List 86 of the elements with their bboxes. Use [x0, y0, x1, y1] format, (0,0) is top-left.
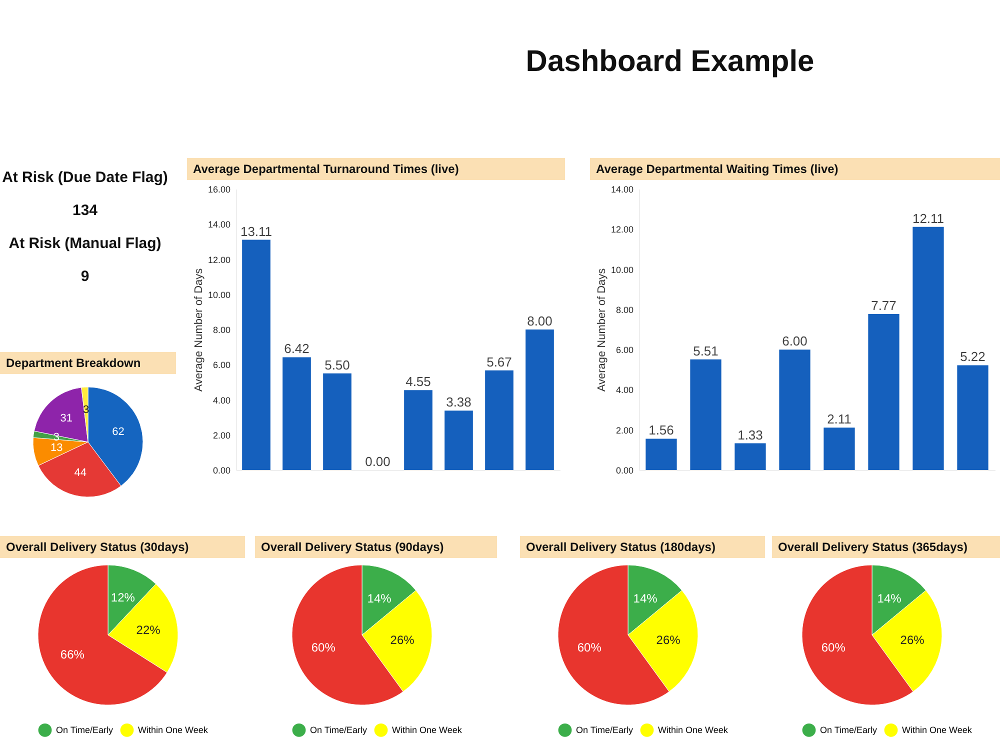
legend-label: On Time/Early — [310, 725, 368, 736]
y-tick-label: 8.00 — [616, 304, 634, 315]
legend-label: Within One Week — [392, 725, 462, 736]
data-label: 0.00 — [365, 454, 390, 469]
data-label: 12% — [110, 590, 136, 604]
bar — [734, 443, 766, 470]
y-tick-label: 16.00 — [208, 184, 230, 194]
y-tick-label: 10.00 — [208, 290, 230, 300]
y-tick-label: 4.00 — [212, 395, 230, 406]
data-label: 5.67 — [486, 354, 512, 370]
legend-label: On Time/Early — [576, 725, 634, 736]
data-label: 3.38 — [446, 394, 472, 410]
data-label: 60% — [820, 640, 846, 655]
chart-title: Average Departmental Turnaround Times (live) — [187, 158, 565, 180]
data-label: 1.33 — [738, 427, 763, 442]
legend-label: On Time/Early — [820, 725, 878, 736]
bar — [485, 370, 514, 470]
data-label: 26% — [656, 633, 681, 648]
legend-label: Within One Week — [902, 725, 972, 736]
text: At Risk (Due Date Flag) — [1, 168, 169, 187]
data-label: 5.22 — [960, 349, 986, 364]
bar — [779, 350, 810, 470]
data-label: 44 — [74, 466, 86, 479]
data-label: 6.42 — [284, 341, 310, 356]
bar — [824, 428, 855, 470]
y-tick-label: 14.00 — [610, 184, 634, 194]
bar — [690, 359, 722, 470]
text: 134 — [71, 201, 99, 220]
data-label: 2.11 — [827, 412, 852, 427]
y-tick-label: 14.00 — [208, 220, 230, 230]
data-label: 7.77 — [871, 298, 896, 314]
data-label: 26% — [390, 633, 414, 648]
data-label: 26% — [900, 633, 924, 648]
y-tick-label: 8.00 — [212, 325, 230, 335]
y-tick-label: 12.00 — [208, 254, 230, 265]
chart-title: Overall Delivery Status (30days) — [0, 536, 245, 558]
data-label: 1.56 — [648, 422, 674, 438]
y-tick-label: 12.00 — [610, 224, 634, 235]
data-label: 14% — [366, 591, 392, 606]
data-label: 14% — [633, 591, 658, 606]
bar — [646, 438, 677, 470]
legend-label: Within One Week — [658, 725, 728, 736]
data-label: 66% — [60, 648, 85, 662]
y-axis-title: Average Number of Days — [596, 268, 608, 392]
data-label: 5.50 — [324, 357, 350, 372]
chart-title: Department Breakdown — [0, 352, 176, 374]
bar — [404, 390, 432, 470]
y-tick-label: 10.00 — [610, 264, 634, 275]
data-label: 4.55 — [406, 374, 431, 390]
legend-label: On Time/Early — [56, 725, 114, 736]
y-tick-label: 2.00 — [212, 430, 230, 440]
bar — [444, 410, 473, 470]
y-tick-label: 0.00 — [212, 466, 230, 476]
text: Dashboard Example — [524, 45, 816, 79]
chart-title: Overall Delivery Status (90days) — [255, 536, 497, 558]
y-tick-label: 2.00 — [616, 425, 634, 436]
data-label: 8.00 — [527, 314, 552, 328]
data-label: 60% — [577, 640, 602, 655]
data-label: 14% — [876, 591, 902, 606]
text: 9 — [80, 267, 90, 286]
data-label: 22% — [136, 622, 161, 637]
bar — [242, 240, 270, 470]
y-tick-label: 0.00 — [616, 466, 634, 476]
data-label: 12.11 — [912, 210, 944, 226]
y-tick-label: 6.00 — [212, 360, 230, 370]
bar — [912, 226, 944, 470]
data-label: 5.51 — [693, 343, 718, 358]
chart-title: Average Departmental Waiting Times (live) — [590, 158, 1000, 180]
data-label: 62 — [112, 426, 124, 438]
data-label: 60% — [310, 640, 336, 655]
y-tick-label: 4.00 — [616, 385, 634, 396]
y-axis-title: Average Number of Days — [192, 268, 205, 392]
chart-title: Overall Delivery Status (365days) — [772, 536, 1000, 558]
bar — [868, 314, 900, 470]
data-label: 6.00 — [782, 334, 808, 349]
text: At Risk (Manual Flag) — [8, 234, 162, 253]
data-label: 13 — [50, 442, 63, 454]
legend-label: Within One Week — [138, 725, 208, 736]
bar — [323, 373, 352, 470]
bar — [526, 330, 554, 470]
bar — [282, 357, 311, 470]
bar — [957, 365, 988, 470]
data-label: 31 — [60, 412, 72, 425]
chart-title: Overall Delivery Status (180days) — [520, 536, 765, 558]
y-tick-label: 6.00 — [616, 345, 634, 356]
data-label: 13.11 — [240, 224, 272, 239]
